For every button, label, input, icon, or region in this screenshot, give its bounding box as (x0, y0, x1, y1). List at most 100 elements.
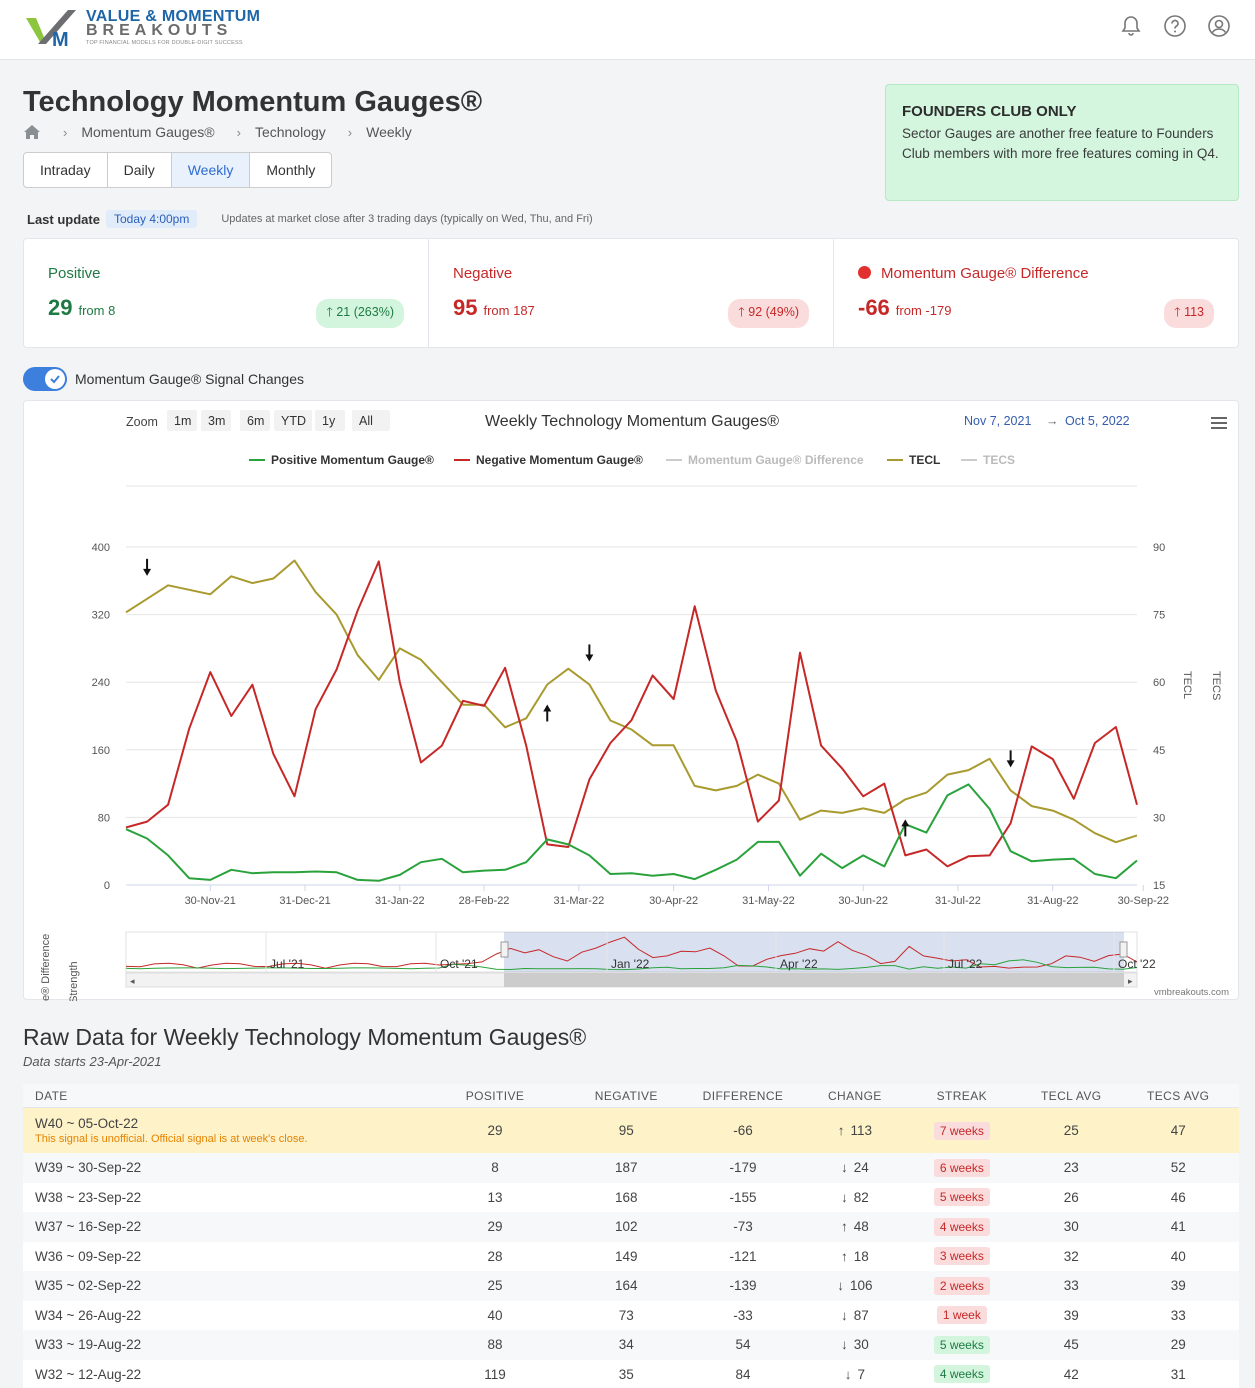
y-tick-label: 400 (92, 542, 110, 554)
legend-item-4[interactable]: TECS (961, 453, 1015, 467)
breadcrumb-momentum-gauges[interactable]: Momentum Gauges® (81, 124, 215, 140)
table-header: DATE POSITIVE NEGATIVE DIFFERENCE CHANGE… (23, 1084, 1239, 1108)
zoom-1y-button[interactable]: 1y (315, 410, 345, 431)
cell-positive: 25 (487, 1278, 503, 1294)
stats-panel: Positive 29 from 8 🡑 21 (263%) Negative 9… (23, 238, 1239, 348)
zoom-3m-button[interactable]: 3m (201, 410, 231, 431)
series-line-1[interactable] (125, 560, 1138, 868)
cell-tecs-avg: 41 (1170, 1219, 1186, 1235)
y-right-tick-label: 15 (1153, 880, 1165, 892)
cell-difference: -33 (733, 1307, 753, 1323)
cell-positive: 29 (487, 1123, 503, 1138)
cell-change: ↓ 87 (840, 1307, 869, 1323)
svg-text:1y: 1y (322, 414, 336, 428)
col-negative[interactable]: NEGATIVE (594, 1088, 658, 1103)
top-bar: M VALUE & MOMENTUM BREAKOUTS TOP FINANCI… (0, 0, 1255, 60)
cell-date: W39 ~ 30-Sep-22 (35, 1160, 142, 1176)
chart-card: Zoom 1m 3m 6m YTD 1y All Weekly Technology Mo… (23, 400, 1240, 1001)
founders-title: FOUNDERS CLUB ONLY (902, 103, 1077, 120)
zoom-ytd-button[interactable]: YTD (274, 410, 312, 431)
navigator-label: Apr '22 (780, 957, 818, 971)
logo[interactable]: M VALUE & MOMENTUM BREAKOUTS TOP FINANCI… (24, 8, 284, 52)
chevron-right-icon: › (63, 124, 68, 140)
legend-item-3[interactable]: TECL (887, 453, 940, 467)
zoom-1m-button[interactable]: 1m (167, 410, 197, 431)
svg-text:◂: ◂ (130, 976, 135, 986)
cell-negative: 168 (615, 1189, 638, 1205)
help-icon[interactable] (1163, 14, 1187, 38)
col-streak[interactable]: STREAK (936, 1088, 988, 1103)
svg-text:Negative Momentum Gauge®: Negative Momentum Gauge® (476, 453, 643, 467)
col-positive[interactable]: POSITIVE (465, 1088, 525, 1103)
cell-change: ↓ 7 (844, 1366, 865, 1382)
cell-date: W32 ~ 12-Aug-22 (35, 1366, 142, 1382)
zoom-all-button[interactable]: All (352, 410, 390, 431)
signal-down-arrow-icon (1006, 750, 1015, 768)
y-tick-label: 240 (92, 677, 110, 689)
tab-daily[interactable]: Daily (108, 153, 172, 187)
y-axis-right-label-tecl: TECL (1181, 671, 1193, 699)
cell-negative: 102 (615, 1219, 638, 1235)
signal-up-arrow-icon (543, 704, 552, 722)
col-tecl-avg[interactable]: TECL AVG (1040, 1088, 1102, 1103)
table-row: W33 ~ 19-Aug-22 88 34 54 ↓ 30 5 weeks 45 29 (23, 1330, 1239, 1360)
stat-negative-change: 🡑 92 (49%) (728, 299, 809, 328)
tab-monthly[interactable]: Monthly (266, 162, 316, 178)
tab-intraday[interactable]: Intraday (24, 153, 108, 187)
y-tick-label: 0 (104, 880, 110, 892)
chart-navigator[interactable]: Jul '21 Oct '21 Jan '22 Apr '22 Jul '22 Oct '… (125, 931, 1156, 988)
cell-change: ↑ 18 (840, 1248, 869, 1264)
col-difference[interactable]: DIFFERENCE (702, 1088, 784, 1103)
cell-tecl-avg: 25 (1063, 1123, 1079, 1138)
account-icon[interactable] (1207, 14, 1231, 38)
legend-item-2[interactable]: Momentum Gauge® Difference (666, 453, 864, 467)
x-tick-label: 28-Feb-22 (459, 895, 510, 907)
bell-icon[interactable] (1119, 14, 1143, 38)
zoom-6m-button[interactable]: 6m (240, 410, 270, 431)
stat-difference-title: Momentum Gauge® Difference (881, 265, 1089, 282)
streak-badge: 1 week (936, 1306, 987, 1325)
breadcrumb-technology[interactable]: Technology (254, 124, 326, 140)
cell-tecl-avg: 33 (1063, 1278, 1079, 1294)
legend-item-1[interactable]: Negative Momentum Gauge® (454, 453, 643, 467)
col-date[interactable]: DATE (35, 1088, 68, 1103)
cell-change: ↓ 30 (840, 1337, 869, 1353)
svg-text:Positive Momentum Gauge®: Positive Momentum Gauge® (271, 453, 434, 467)
y-tick-label: 80 (98, 812, 110, 824)
range-to[interactable]: Oct 5, 2022 (1065, 414, 1130, 428)
series-line-2[interactable] (125, 559, 1138, 844)
y-right-tick-label: 45 (1153, 745, 1165, 757)
svg-text:YTD: YTD (281, 414, 306, 428)
navigator-negative-line (125, 936, 1138, 969)
navigator-left-handle[interactable] (500, 941, 509, 958)
col-tecs-avg[interactable]: TECS AVG (1147, 1088, 1210, 1103)
tab-weekly[interactable]: Weekly (171, 153, 251, 187)
y-axis-label-outer: Momentum Gauge® Difference (40, 934, 52, 1001)
momentum-chart[interactable]: Zoom 1m 3m 6m YTD 1y All Weekly Technology Mo… (24, 401, 1240, 1001)
menu-icon[interactable] (1211, 417, 1227, 429)
series-line-0[interactable] (125, 783, 1138, 882)
table-row: W35 ~ 02-Sep-22 25 164 -139 ↓ 106 2 weeks 33 39 (23, 1271, 1239, 1301)
signal-changes-toggle[interactable] (23, 367, 67, 391)
chevron-right-icon: › (347, 124, 353, 140)
legend-item-0[interactable]: Positive Momentum Gauge® (249, 453, 434, 467)
cell-negative: 149 (615, 1248, 638, 1264)
arrow-up-icon: ↑ (837, 1123, 845, 1138)
cell-positive: 28 (487, 1248, 503, 1264)
x-tick-label: 31-Jul-22 (935, 895, 981, 907)
table-row: W39 ~ 30-Sep-22 8 187 -179 ↓ 24 6 weeks 23 52 (23, 1153, 1239, 1183)
navigator-right-handle[interactable] (1119, 941, 1128, 958)
range-from[interactable]: Nov 7, 2021 (964, 414, 1031, 428)
col-change[interactable]: CHANGE (827, 1088, 882, 1103)
founders-text: Sector Gauges are another free feature t… (902, 126, 1219, 161)
range-arrow: → (1046, 414, 1059, 428)
cell-change: ↓ 24 (840, 1160, 869, 1176)
update-schedule-note: Updates at market close after 3 trading … (221, 213, 593, 225)
home-icon[interactable] (23, 124, 41, 140)
arrow-up-icon: 🡑 (326, 305, 337, 319)
navigator-label: Oct '22 (1118, 957, 1156, 971)
streak-badge: 3 weeks (933, 1247, 990, 1266)
navigator-scrollbar[interactable]: ◂ ▸ (125, 972, 1138, 988)
arrow-down-icon: ↓ (844, 1366, 852, 1382)
raw-data-table: DATE POSITIVE NEGATIVE DIFFERENCE CHANGE… (23, 1084, 1239, 1388)
